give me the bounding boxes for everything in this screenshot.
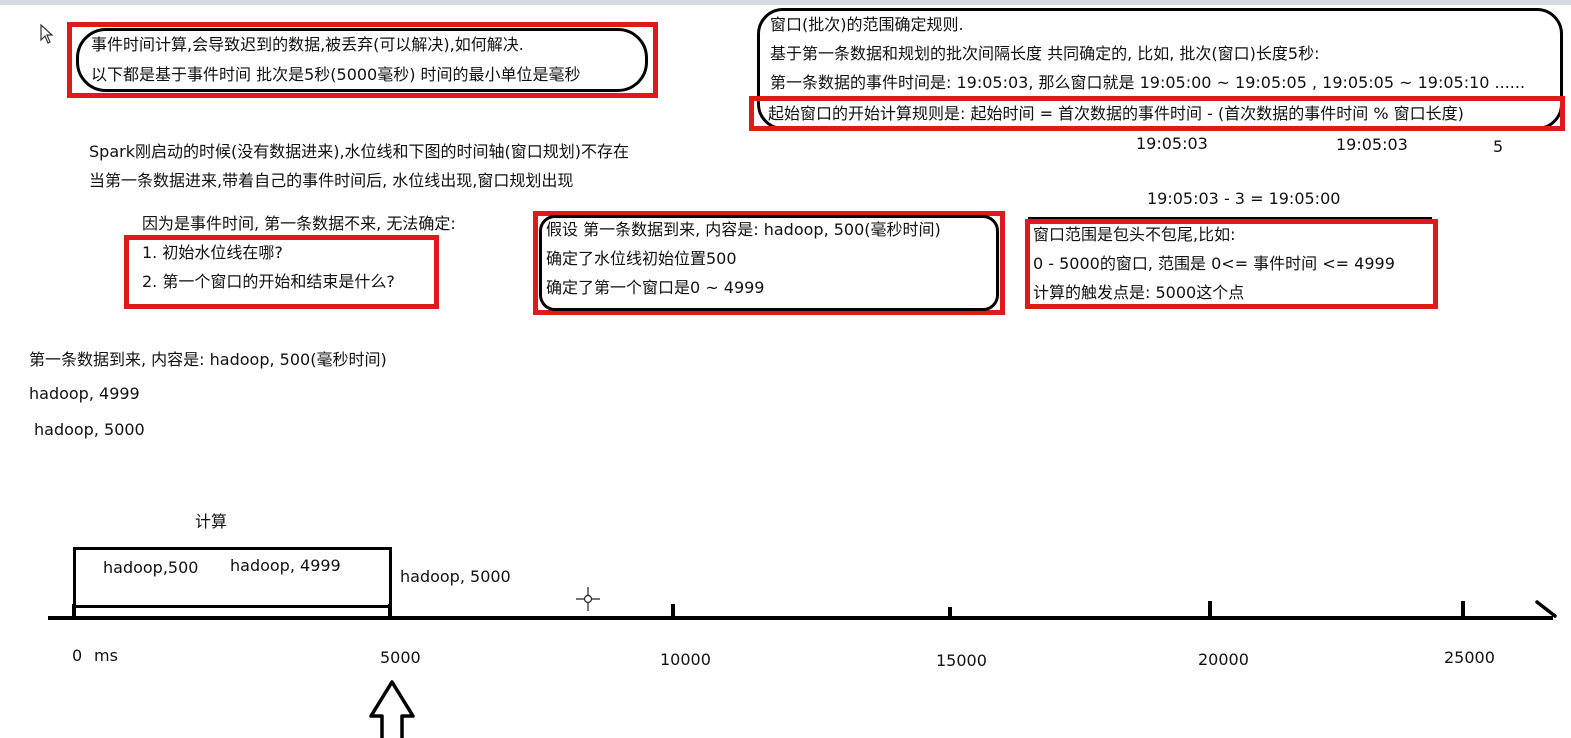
intro-line-2: 以下都是基于事件时间 批次是5秒(5000毫秒) 时间的最小单位是毫秒 [91, 65, 581, 84]
intro-black-rounded-box [76, 28, 648, 92]
window-rule-line-4: 起始窗口的开始计算规则是: 起始时间 = 首次数据的事件时间 - (首次数据的事… [768, 104, 1464, 123]
window-rule-red-box [749, 96, 1565, 131]
tick-label-25000: 25000 [1444, 648, 1495, 667]
range-line-1: 窗口范围是包头不包尾,比如: [1033, 225, 1236, 244]
timeline-arrow-icon [1535, 600, 1557, 618]
assume-line-1: 假设 第一条数据到来, 内容是: hadoop, 500(毫秒时间) [546, 220, 941, 239]
tick-mark-0 [72, 604, 76, 618]
top-window-edge [0, 0, 1571, 5]
window-0-5000-box [73, 547, 392, 608]
calc-window-length: 5 [1493, 137, 1504, 156]
tick-mark-10000 [671, 604, 675, 618]
tick-mark-15000 [948, 607, 952, 618]
because-text: 因为是事件时间, 第一条数据不来, 无法确定: [142, 214, 456, 233]
tick-label-5000: 5000 [380, 648, 421, 667]
range-line-3: 计算的触发点是: 5000这个点 [1033, 283, 1245, 302]
compute-label: 计算 [195, 512, 228, 531]
window-rule-line-3: 第一条数据的事件时间是: 19:05:03, 那么窗口就是 19:05:00 ~… [770, 73, 1526, 92]
mouse-pointer-icon [40, 23, 54, 44]
record-first: 第一条数据到来, 内容是: hadoop, 500(毫秒时间) [29, 350, 387, 369]
tick-label-0: 0 [72, 646, 83, 665]
tick-label-15000: 15000 [936, 651, 987, 670]
tick-label-20000: 20000 [1198, 650, 1249, 669]
timeline-axis [48, 616, 1553, 620]
window-item-4999: hadoop, 4999 [230, 556, 341, 575]
question-2: 2. 第一个窗口的开始和结束是什么? [142, 272, 395, 291]
window-rule-line-2: 基于第一条数据和规划的批次间隔长度 共同确定的, 比如, 批次(窗口)长度5秒: [770, 44, 1320, 63]
assume-black-rounded-box [539, 215, 999, 311]
range-box-top-line [1028, 217, 1432, 219]
calc-result: 19:05:03 - 3 = 19:05:00 [1147, 189, 1341, 208]
intro-line-1: 事件时间计算,会导致迟到的数据,被丢弃(可以解决),如何解决. [91, 35, 524, 54]
crosshair-cursor-icon [576, 587, 600, 611]
window-rule-title: 窗口(批次)的范围确定规则. [770, 15, 964, 34]
question-1: 1. 初始水位线在哪? [142, 243, 283, 262]
questions-red-box [124, 235, 439, 309]
window-item-500: hadoop,500 [103, 558, 199, 577]
assume-line-2: 确定了水位线初始位置500 [546, 249, 737, 268]
outside-item-5000: hadoop, 5000 [400, 567, 511, 586]
trigger-up-arrow-icon [369, 680, 415, 738]
tick-mark-20000 [1208, 601, 1212, 618]
tick-unit-ms: ms [94, 646, 118, 665]
assume-line-3: 确定了第一个窗口是0 ~ 4999 [546, 278, 765, 297]
intro-paragraph-line-2: 当第一条数据进来,带着自己的事件时间后, 水位线出现,窗口规划出现 [89, 171, 574, 190]
range-red-box [1025, 219, 1438, 309]
intro-paragraph-line-1: Spark刚启动的时候(没有数据进来),水位线和下图的时间轴(窗口规划)不存在 [89, 142, 630, 161]
calc-time-a: 19:05:03 [1136, 134, 1208, 153]
tick-mark-25000 [1461, 601, 1465, 618]
record-second: hadoop, 4999 [29, 384, 140, 403]
tick-mark-5000 [388, 604, 392, 618]
intro-red-box [67, 22, 658, 98]
range-line-2: 0 - 5000的窗口, 范围是 0<= 事件时间 <= 4999 [1033, 254, 1395, 273]
assume-red-box [533, 211, 1005, 315]
calc-time-b: 19:05:03 [1336, 135, 1408, 154]
record-third: hadoop, 5000 [34, 420, 145, 439]
tick-label-10000: 10000 [660, 650, 711, 669]
